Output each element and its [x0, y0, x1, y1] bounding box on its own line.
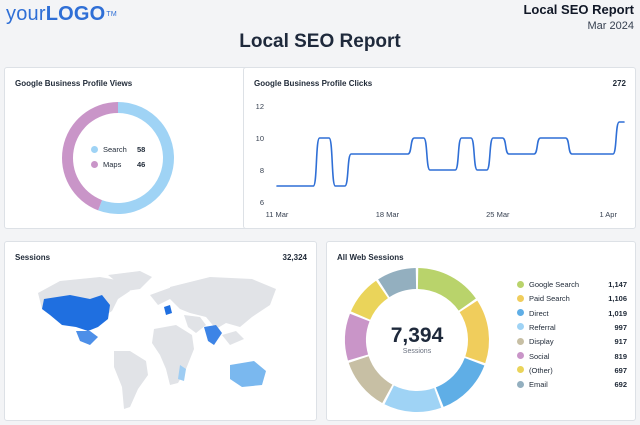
views-legend-item-search: Search 58: [91, 145, 151, 155]
web-legend-item: Email 692: [517, 380, 627, 390]
legend-dot: [517, 380, 524, 388]
web-slice-6: [345, 313, 370, 361]
web-legend-value: 697: [614, 365, 627, 375]
web-legend-label: Display: [529, 337, 554, 347]
web-legend-value: 1,147: [608, 280, 627, 289]
logo-brand: LOGO: [45, 3, 106, 25]
web-slice-7: [350, 280, 388, 320]
web-slice-5: [348, 356, 393, 404]
legend-dot: [517, 323, 524, 331]
legend-dot: [517, 366, 524, 374]
web-legend-item: Social 819: [517, 352, 627, 362]
web-slice-4: [384, 385, 442, 412]
report-date: Mar 2024: [587, 20, 634, 32]
views-legend-item-maps: Maps 46: [91, 160, 151, 170]
clicks-y-tick-label: 12: [256, 102, 264, 111]
clicks-x-tick-label: 11 Mar: [266, 210, 289, 219]
sessions-card-total: 32,324: [282, 253, 307, 262]
clicks-series-line: [276, 121, 625, 187]
web-legend-value: 819: [614, 351, 627, 361]
web-legend-value: 997: [614, 322, 627, 332]
legend-dot: [517, 294, 524, 302]
legend-dot: [517, 337, 524, 345]
clicks-x-tick-label: 25 Mar: [486, 210, 510, 219]
views-slice-search: [98, 102, 175, 214]
web-legend-value: 692: [614, 380, 627, 390]
views-legend-value: 46: [137, 160, 146, 169]
sessions-card: Sessions 32,324: [4, 241, 317, 421]
web-slice-2: [459, 300, 489, 364]
web-sessions-card-title: All Web Sessions: [337, 253, 404, 262]
web-legend-value: 917: [614, 337, 627, 347]
clicks-card-title: Google Business Profile Clicks: [254, 79, 373, 88]
views-card-title: Google Business Profile Views: [15, 79, 133, 88]
web-slice-1: [417, 268, 476, 311]
views-legend-label: Maps: [103, 160, 122, 169]
web-legend-label: Direct: [529, 308, 549, 318]
web-sessions-donut-chart: [345, 268, 489, 412]
clicks-x-tick-label: 1 Apr: [599, 210, 617, 219]
web-legend-item: Google Search 1,147: [517, 280, 627, 290]
maps-dot: [91, 160, 98, 168]
web-legend-label: Referral: [529, 322, 556, 332]
views-card: Google Business Profile Views Search 58 M…: [4, 67, 259, 229]
web-legend-item: (Other) 697: [517, 366, 627, 376]
views-slice-maps: [61, 102, 118, 211]
web-legend-item: Paid Search 1,106: [517, 294, 627, 304]
web-sessions-total-label: Sessions: [402, 348, 432, 355]
clicks-line-chart: 6 8 10 12 11 Mar 18 Mar 25 Mar 1 Apr: [256, 102, 625, 219]
web-legend-value: 1,019: [608, 308, 627, 318]
clicks-y-tick-label: 6: [260, 198, 264, 207]
clicks-x-tick-label: 18 Mar: [376, 210, 400, 219]
clicks-card: Google Business Profile Clicks 272 6 8 10 1…: [243, 67, 636, 229]
web-legend-item: Referral 997: [517, 323, 627, 333]
web-legend-label: Email: [529, 380, 548, 390]
company-logo: yourLOGOTM: [6, 2, 117, 26]
web-legend-label: Paid Search: [529, 294, 570, 304]
views-donut-chart: [61, 102, 175, 214]
world-map-icon: [38, 271, 276, 409]
clicks-card-total: 272: [612, 79, 626, 88]
web-legend-label: (Other): [529, 365, 553, 375]
web-slice-8: [378, 268, 417, 298]
web-sessions-card: All Web Sessions 7,394 Sessions Google S…: [326, 241, 636, 421]
clicks-y-tick-label: 10: [256, 134, 264, 143]
legend-dot: [517, 352, 524, 360]
legend-dot: [517, 309, 524, 317]
sessions-hot-regions: [42, 295, 266, 387]
logo-trademark: TM: [106, 11, 117, 18]
web-legend-label: Social: [529, 351, 550, 361]
logo-prefix: your: [6, 3, 46, 25]
report-title: Local SEO Report: [523, 2, 634, 17]
views-legend-label: Search: [103, 145, 127, 154]
views-legend-value: 58: [137, 145, 146, 154]
page-title: Local SEO Report: [239, 31, 401, 52]
web-slice-3: [435, 358, 485, 407]
web-legend-item: Direct 1,019: [517, 309, 627, 319]
search-dot: [91, 145, 98, 153]
web-legend-value: 1,106: [608, 294, 627, 304]
web-legend-label: Google Search: [529, 280, 580, 289]
report-meta: Local SEO Report Mar 2024: [523, 2, 634, 33]
legend-dot: [517, 280, 524, 288]
web-legend-item: Display 917: [517, 337, 627, 347]
sessions-card-title: Sessions: [15, 253, 51, 262]
clicks-y-tick-label: 8: [260, 166, 264, 175]
web-sessions-total: 7,394: [390, 324, 444, 347]
